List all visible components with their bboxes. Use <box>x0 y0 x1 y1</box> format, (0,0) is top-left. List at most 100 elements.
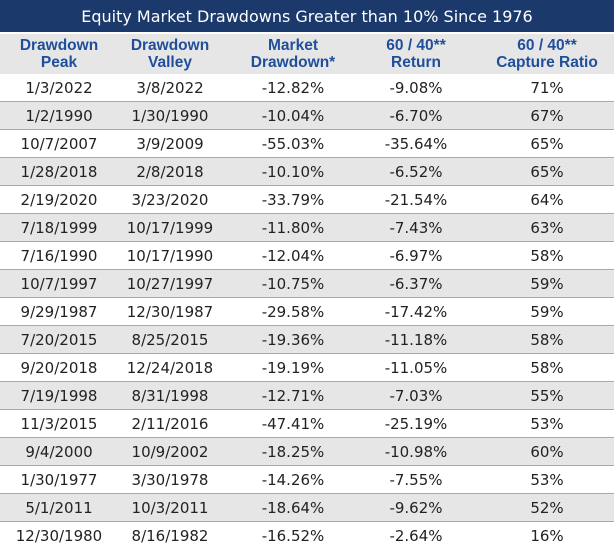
column-header-line: 60 / 40** <box>386 37 446 54</box>
table-row: 11/3/2015 2/11/2016 -47.41% -25.19% 53% <box>0 410 614 438</box>
cell-capture-ratio: 63% <box>530 219 564 237</box>
cell-valley-date: 3/23/2020 <box>131 191 209 209</box>
cell-capture-ratio: 67% <box>530 107 564 125</box>
cell-peak-date: 11/3/2015 <box>20 415 98 433</box>
cell-market-drawdown: -19.36% <box>261 331 325 349</box>
cell-peak-date: 7/20/2015 <box>20 331 98 349</box>
column-header-line: Drawdown <box>130 37 210 54</box>
cell-peak-date: 9/29/1987 <box>20 303 98 321</box>
cell-market-drawdown: -10.04% <box>261 107 325 125</box>
cell-peak-date: 1/28/2018 <box>20 163 98 181</box>
cell-market-drawdown: -29.58% <box>261 303 325 321</box>
cell-market-drawdown: -19.19% <box>261 359 325 377</box>
table-row: 9/20/2018 12/24/2018 -19.19% -11.05% 58% <box>0 354 614 382</box>
cell-valley-date: 8/25/2015 <box>131 331 209 349</box>
cell-sixty-forty-return: -21.54% <box>384 191 448 209</box>
cell-sixty-forty-return: -2.64% <box>389 527 443 545</box>
cell-sixty-forty-return: -17.42% <box>384 303 448 321</box>
column-header-peak-date: Drawdown Peak <box>0 34 118 74</box>
cell-capture-ratio: 58% <box>530 247 564 265</box>
cell-market-drawdown: -16.52% <box>261 527 325 545</box>
cell-valley-date: 8/16/1982 <box>131 527 209 545</box>
cell-sixty-forty-return: -11.18% <box>384 331 448 349</box>
cell-peak-date: 10/7/1997 <box>20 275 98 293</box>
table-header-row: Drawdown Peak Drawdown Valley Market Drawdown… <box>0 34 614 74</box>
table-row: 2/19/2020 3/23/2020 -33.79% -21.54% 64% <box>0 186 614 214</box>
cell-valley-date: 1/30/1990 <box>131 107 209 125</box>
cell-peak-date: 7/19/1998 <box>20 387 98 405</box>
cell-peak-date: 1/2/1990 <box>25 107 93 125</box>
cell-valley-date: 12/30/1987 <box>126 303 214 321</box>
cell-peak-date: 5/1/2011 <box>25 499 93 517</box>
table-row: 1/3/2022 3/8/2022 -12.82% -9.08% 71% <box>0 74 614 102</box>
column-header-capture-ratio: 60 / 40** Capture Ratio <box>480 34 614 74</box>
cell-market-drawdown: -33.79% <box>261 191 325 209</box>
table-row: 5/1/2011 10/3/2011 -18.64% -9.62% 52% <box>0 494 614 522</box>
cell-sixty-forty-return: -7.03% <box>389 387 443 405</box>
cell-market-drawdown: -18.64% <box>261 499 325 517</box>
cell-peak-date: 10/7/2007 <box>20 135 98 153</box>
cell-valley-date: 10/17/1999 <box>126 219 214 237</box>
cell-peak-date: 1/30/1977 <box>20 471 98 489</box>
cell-market-drawdown: -12.71% <box>261 387 325 405</box>
table-row: 7/20/2015 8/25/2015 -19.36% -11.18% 58% <box>0 326 614 354</box>
table-body: 1/3/2022 3/8/2022 -12.82% -9.08% 71% 1/2/1990… <box>0 74 614 552</box>
cell-sixty-forty-return: -6.70% <box>389 107 443 125</box>
cell-valley-date: 2/11/2016 <box>131 415 209 433</box>
cell-valley-date: 10/27/1997 <box>126 275 214 293</box>
column-header-line: Peak <box>40 54 78 71</box>
cell-market-drawdown: -12.82% <box>261 79 325 97</box>
cell-peak-date: 9/20/2018 <box>20 359 98 377</box>
cell-capture-ratio: 55% <box>530 387 564 405</box>
cell-market-drawdown: -10.75% <box>261 275 325 293</box>
cell-capture-ratio: 65% <box>530 163 564 181</box>
cell-capture-ratio: 64% <box>530 191 564 209</box>
cell-market-drawdown: -18.25% <box>261 443 325 461</box>
cell-sixty-forty-return: -7.43% <box>389 219 443 237</box>
column-header-line: Capture Ratio <box>496 54 598 71</box>
cell-capture-ratio: 52% <box>530 499 564 517</box>
cell-peak-date: 2/19/2020 <box>20 191 98 209</box>
cell-market-drawdown: -14.26% <box>261 471 325 489</box>
cell-valley-date: 10/3/2011 <box>131 499 209 517</box>
table-row: 7/16/1990 10/17/1990 -12.04% -6.97% 58% <box>0 242 614 270</box>
cell-market-drawdown: -47.41% <box>261 415 325 433</box>
cell-capture-ratio: 53% <box>530 415 564 433</box>
cell-sixty-forty-return: -9.62% <box>389 499 443 517</box>
cell-capture-ratio: 53% <box>530 471 564 489</box>
column-header-market-drawdown: Market Drawdown* <box>223 34 363 74</box>
cell-peak-date: 12/30/1980 <box>15 527 103 545</box>
cell-sixty-forty-return: -9.08% <box>389 79 443 97</box>
column-header-line: 60 / 40** <box>517 37 577 54</box>
cell-valley-date: 3/8/2022 <box>136 79 204 97</box>
table-row: 12/30/1980 8/16/1982 -16.52% -2.64% 16% <box>0 522 614 550</box>
cell-capture-ratio: 60% <box>530 443 564 461</box>
cell-sixty-forty-return: -6.97% <box>389 247 443 265</box>
cell-sixty-forty-return: -10.98% <box>384 443 448 461</box>
cell-valley-date: 10/17/1990 <box>126 247 214 265</box>
cell-valley-date: 2/8/2018 <box>136 163 204 181</box>
cell-capture-ratio: 58% <box>530 331 564 349</box>
cell-capture-ratio: 58% <box>530 359 564 377</box>
cell-capture-ratio: 65% <box>530 135 564 153</box>
column-header-sixty-forty-return: 60 / 40** Return <box>363 34 469 74</box>
cell-valley-date: 8/31/1998 <box>131 387 209 405</box>
cell-sixty-forty-return: -6.52% <box>389 163 443 181</box>
table-row: 7/19/1998 8/31/1998 -12.71% -7.03% 55% <box>0 382 614 410</box>
table-row: 7/18/1999 10/17/1999 -11.80% -7.43% 63% <box>0 214 614 242</box>
table-row: 1/2/1990 1/30/1990 -10.04% -6.70% 67% <box>0 102 614 130</box>
cell-peak-date: 7/16/1990 <box>20 247 98 265</box>
cell-valley-date: 12/24/2018 <box>126 359 214 377</box>
table-row: 1/28/2018 2/8/2018 -10.10% -6.52% 65% <box>0 158 614 186</box>
cell-market-drawdown: -55.03% <box>261 135 325 153</box>
cell-peak-date: 9/4/2000 <box>25 443 93 461</box>
column-header-line: Market <box>268 37 318 54</box>
column-header-line: Return <box>391 54 441 71</box>
cell-sixty-forty-return: -11.05% <box>384 359 448 377</box>
table-row: 9/4/2000 10/9/2002 -18.25% -10.98% 60% <box>0 438 614 466</box>
table-row: 9/29/1987 12/30/1987 -29.58% -17.42% 59% <box>0 298 614 326</box>
cell-capture-ratio: 71% <box>530 79 564 97</box>
cell-market-drawdown: -10.10% <box>261 163 325 181</box>
cell-valley-date: 10/9/2002 <box>131 443 209 461</box>
cell-capture-ratio: 59% <box>530 275 564 293</box>
